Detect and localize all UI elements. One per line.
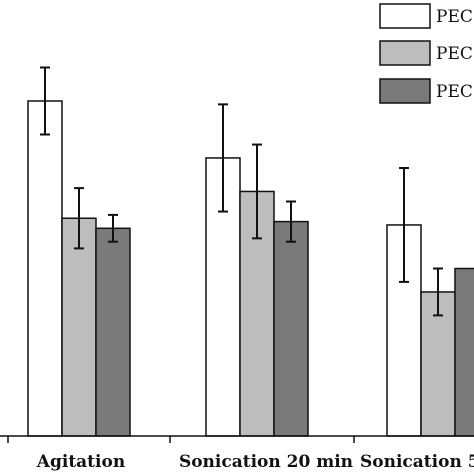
legend-label-series-3: PEC — [436, 82, 473, 102]
x-ticks-layer — [7, 436, 355, 443]
error-bar-sonication-20-min-series-3 — [286, 200, 296, 243]
error-bar-sonication-5-series-1 — [399, 167, 409, 283]
bars-layer — [27, 100, 474, 437]
category-label-agitation: Agitation — [36, 452, 125, 472]
error-bars-layer — [40, 66, 443, 317]
legend-swatch-series-2 — [379, 40, 431, 66]
legend-label-series-1: PEC — [436, 7, 473, 27]
error-bar-sonication-20-min-series-2 — [252, 143, 262, 240]
legend-swatch-series-3 — [379, 78, 431, 104]
legend-label-series-2: PEC — [436, 44, 473, 64]
category-label-sonication-5: Sonication 5 — [360, 452, 474, 472]
error-bar-sonication-20-min-series-1 — [218, 103, 228, 213]
legend-swatch-series-1 — [379, 3, 431, 29]
error-bar-sonication-5-series-2 — [433, 267, 443, 317]
bar-agitation-series-1 — [27, 100, 63, 437]
error-bar-agitation-series-2 — [74, 187, 84, 250]
error-bar-agitation-series-3 — [108, 213, 118, 243]
bar-sonication-20-min-series-3 — [273, 220, 309, 437]
category-label-sonication-20-min: Sonication 20 min — [179, 452, 353, 472]
bar-sonication-5-series-3 — [454, 267, 474, 437]
bar-agitation-series-2 — [61, 217, 97, 437]
bar-agitation-series-3 — [95, 227, 131, 437]
legend: PEC PEC PEC — [379, 3, 473, 104]
error-bar-agitation-series-1 — [40, 66, 50, 136]
